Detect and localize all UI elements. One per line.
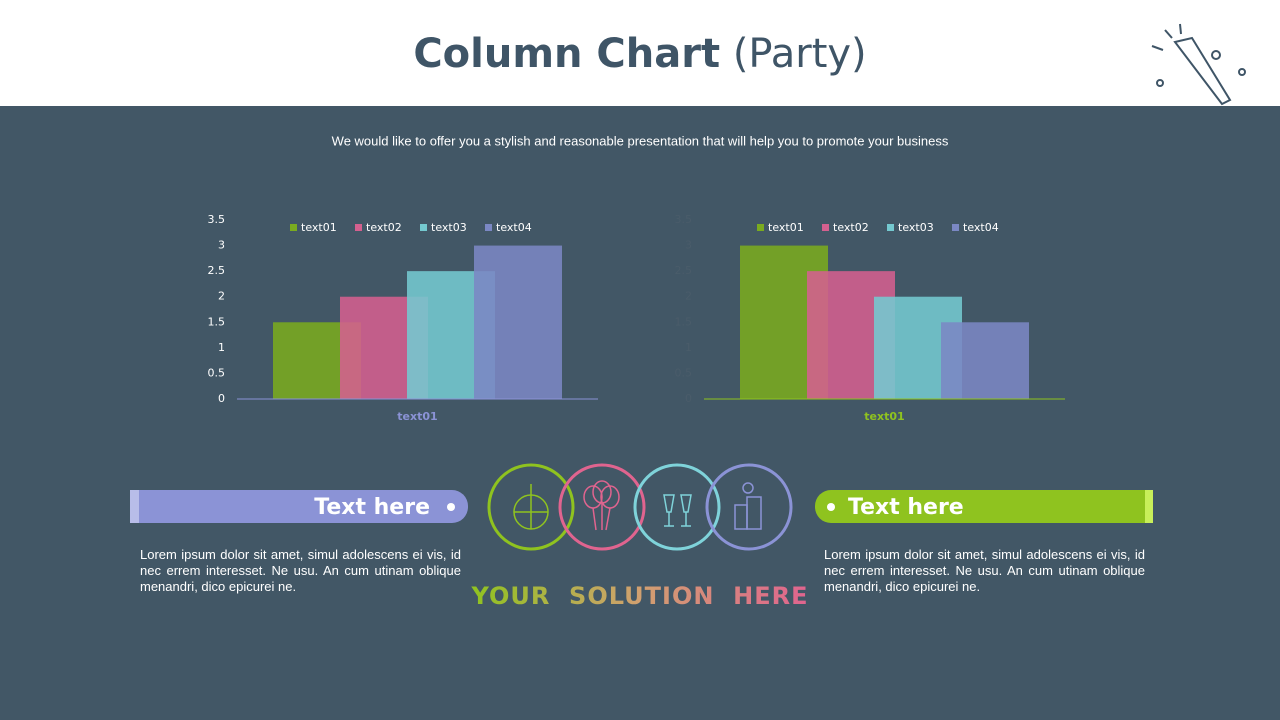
header-bg <box>0 0 1280 106</box>
y-tick-label: 1.5 <box>675 315 693 328</box>
circle <box>558 463 646 551</box>
icons <box>513 480 762 531</box>
legend-swatch <box>355 224 362 231</box>
y-tick-label: 2.5 <box>208 264 226 277</box>
y-tick-label: 1.5 <box>208 315 226 328</box>
panel-accent <box>1145 490 1153 523</box>
dot <box>447 503 455 511</box>
panel-heading: Text here <box>848 495 964 520</box>
panel-body: Lorem ipsum dolor sit amet, simul adoles… <box>140 547 461 594</box>
y-tick-label: 3 <box>218 239 225 252</box>
y-tick-label: 0 <box>218 392 225 405</box>
title: Column Chart (Party) <box>413 31 866 77</box>
legend-label: text03 <box>431 221 467 234</box>
panel-bar <box>130 490 468 523</box>
circle <box>705 463 793 551</box>
legend-swatch <box>952 224 959 231</box>
x-tick-label: text01 <box>864 410 904 423</box>
title-suffix: (Party) <box>733 31 867 77</box>
title-main: Column Chart <box>413 31 720 77</box>
y-tick-label: 0.5 <box>208 366 226 379</box>
legend-label: text01 <box>768 221 804 234</box>
legend-label: text04 <box>963 221 999 234</box>
subtitle: We would like to offer you a stylish and… <box>332 133 949 148</box>
y-tick-label: 0 <box>685 392 692 405</box>
legend-swatch <box>822 224 829 231</box>
y-tick-label: 3 <box>685 239 692 252</box>
y-tick-label: 2 <box>218 290 225 303</box>
x-tick-label: text01 <box>397 410 437 423</box>
y-tick-label: 1 <box>685 341 692 354</box>
solution-text: YOUR SOLUTION HERE <box>470 582 808 610</box>
circles <box>487 463 793 551</box>
legend-swatch <box>485 224 492 231</box>
party-icon <box>1151 23 1246 106</box>
y-tick-label: 2.5 <box>675 264 693 277</box>
legend-label: text02 <box>366 221 402 234</box>
legend-swatch <box>757 224 764 231</box>
y-tick-label: 3.5 <box>208 213 226 226</box>
y-tick-label: 3.5 <box>675 213 693 226</box>
circle <box>487 463 575 551</box>
panel-body: Lorem ipsum dolor sit amet, simul adoles… <box>824 547 1145 594</box>
legend-label: text02 <box>833 221 869 234</box>
y-tick-label: 2 <box>685 290 692 303</box>
bar <box>474 245 562 399</box>
panel-accent <box>130 490 139 523</box>
legend-swatch <box>290 224 297 231</box>
panel-bar <box>815 490 1153 523</box>
y-tick-label: 1 <box>218 341 225 354</box>
legend-label: text01 <box>301 221 337 234</box>
y-tick-label: 0.5 <box>675 366 693 379</box>
legend-label: text03 <box>898 221 934 234</box>
legend-label: text04 <box>496 221 532 234</box>
panel-heading: Text here <box>314 495 430 520</box>
bar <box>941 322 1029 399</box>
legend-swatch <box>420 224 427 231</box>
circle <box>633 463 721 551</box>
legend-swatch <box>887 224 894 231</box>
dot <box>827 503 835 511</box>
